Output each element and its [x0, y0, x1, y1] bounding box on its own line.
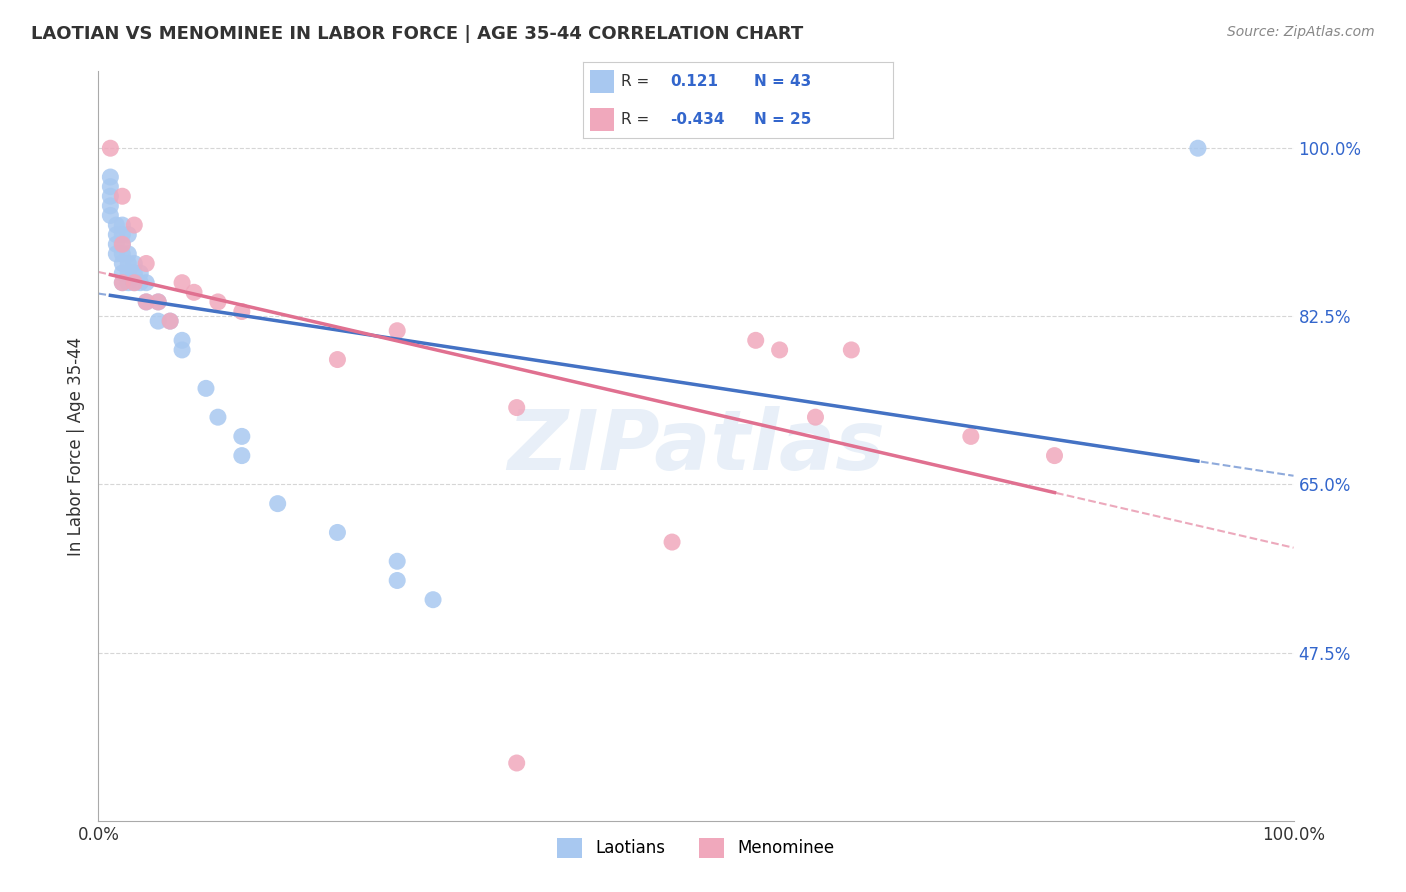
Point [231, 449, 253, 463]
Point [98, 179, 122, 194]
Point [117, 256, 139, 270]
Text: Source: ZipAtlas.com: Source: ZipAtlas.com [1227, 25, 1375, 39]
Point [385, 574, 409, 588]
Point [207, 410, 229, 425]
Point [148, 294, 170, 309]
Point [105, 227, 128, 242]
Point [1187, 141, 1209, 155]
Point [207, 294, 229, 309]
Point [117, 276, 139, 290]
Point [841, 343, 863, 357]
Point [135, 294, 157, 309]
Point [768, 343, 790, 357]
Point [124, 276, 146, 290]
Text: ZIPatlas: ZIPatlas [508, 406, 884, 486]
Point [111, 237, 134, 252]
Point [661, 535, 683, 549]
Point [135, 276, 157, 290]
Point [506, 401, 529, 415]
Bar [589, 108, 614, 130]
Point [172, 343, 194, 357]
Text: -0.434: -0.434 [671, 112, 724, 127]
Point [148, 294, 170, 309]
Point [267, 497, 290, 511]
Point [117, 247, 139, 261]
Point [98, 209, 122, 223]
Point [231, 304, 253, 318]
Point [148, 314, 170, 328]
Point [129, 266, 152, 280]
Point [111, 256, 134, 270]
Point [111, 218, 134, 232]
Point [326, 525, 349, 540]
Point [159, 314, 181, 328]
Point [129, 276, 152, 290]
Point [385, 554, 409, 568]
Legend: Laotians, Menominee: Laotians, Menominee [551, 831, 841, 864]
Point [111, 189, 134, 203]
Point [231, 429, 253, 443]
Point [745, 334, 768, 348]
Point [105, 247, 128, 261]
Point [124, 276, 146, 290]
Point [98, 169, 122, 184]
Point [111, 237, 134, 252]
Point [183, 285, 205, 300]
Point [105, 237, 128, 252]
Bar [589, 70, 614, 93]
Point [98, 189, 122, 203]
Point [98, 199, 122, 213]
Point [117, 227, 139, 242]
Point [117, 266, 139, 280]
Point [111, 227, 134, 242]
Text: LAOTIAN VS MENOMINEE IN LABOR FORCE | AGE 35-44 CORRELATION CHART: LAOTIAN VS MENOMINEE IN LABOR FORCE | AG… [31, 25, 803, 43]
Text: N = 43: N = 43 [754, 74, 811, 89]
Point [1043, 449, 1066, 463]
Point [804, 410, 827, 425]
Point [422, 592, 444, 607]
Point [135, 256, 157, 270]
Point [124, 266, 146, 280]
Text: R =: R = [620, 112, 648, 127]
Point [135, 294, 157, 309]
Point [111, 266, 134, 280]
Y-axis label: In Labor Force | Age 35-44: In Labor Force | Age 35-44 [66, 336, 84, 556]
Point [111, 276, 134, 290]
Point [172, 334, 194, 348]
Text: R =: R = [620, 74, 648, 89]
Point [195, 381, 218, 395]
Text: 0.121: 0.121 [671, 74, 718, 89]
Point [111, 247, 134, 261]
Point [326, 352, 349, 367]
Point [98, 141, 122, 155]
Point [159, 314, 181, 328]
Point [124, 218, 146, 232]
Point [385, 324, 409, 338]
Point [172, 276, 194, 290]
Point [506, 756, 529, 770]
Text: N = 25: N = 25 [754, 112, 811, 127]
Point [105, 218, 128, 232]
Point [960, 429, 983, 443]
Point [124, 256, 146, 270]
Point [111, 276, 134, 290]
